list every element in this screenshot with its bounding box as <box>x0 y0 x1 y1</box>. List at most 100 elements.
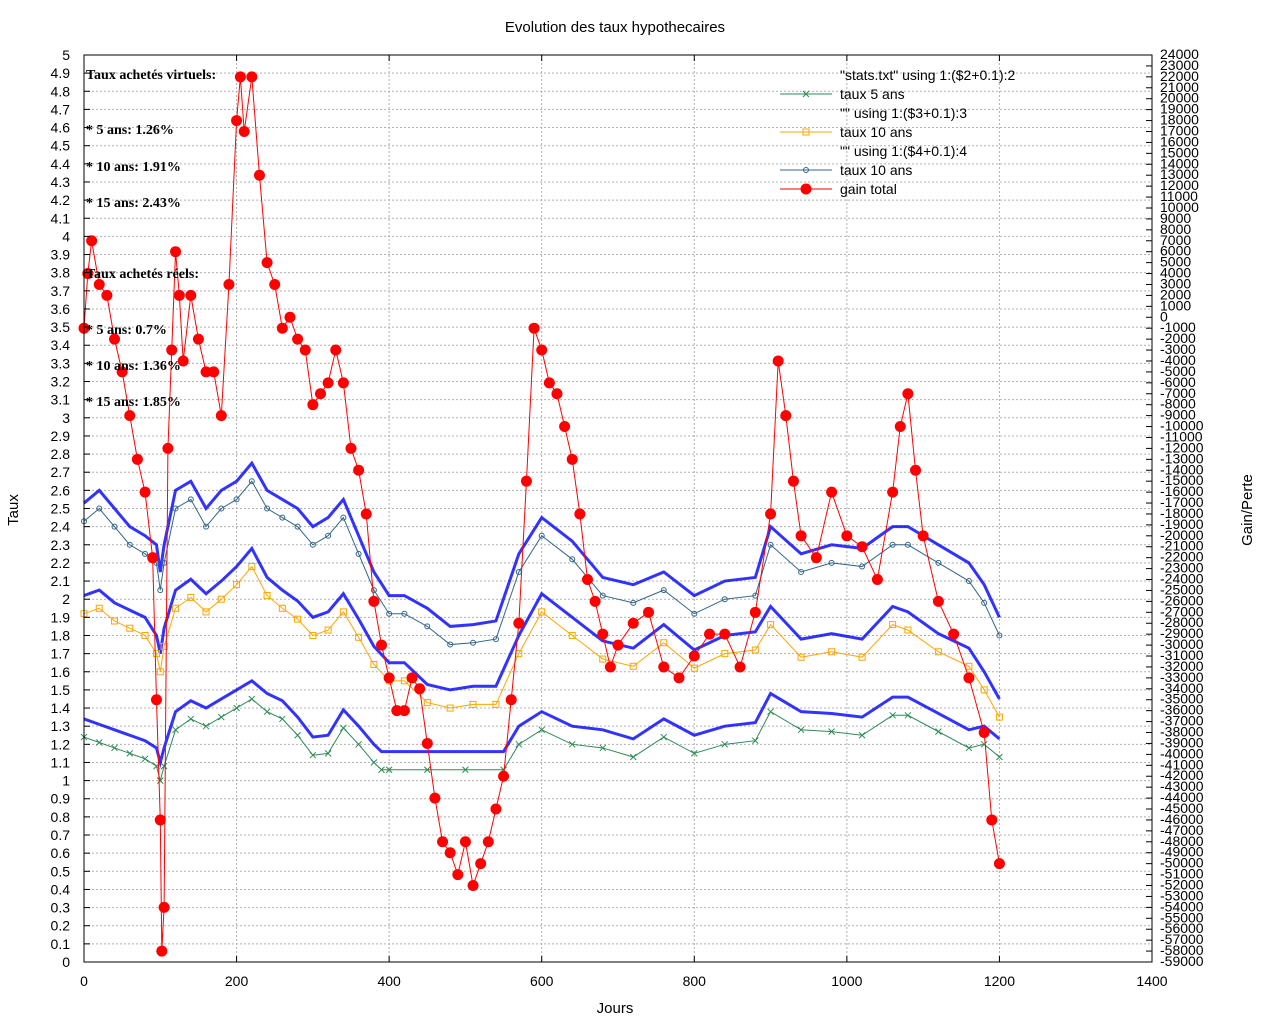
data-point <box>231 115 243 127</box>
data-point <box>660 639 668 647</box>
x-tick-label: 1000 <box>831 973 862 989</box>
y-tick-label: 1.6 <box>51 664 71 680</box>
data-point <box>721 650 729 658</box>
y2-tick-label: 21000 <box>1160 79 1199 95</box>
data-point <box>340 514 347 521</box>
data-point <box>192 333 204 345</box>
y2-tick-label: -39000 <box>1160 734 1204 750</box>
y-tick-label: 4.6 <box>51 120 71 136</box>
data-point <box>798 568 805 575</box>
data-point <box>248 478 255 485</box>
data-point <box>309 541 316 548</box>
y-tick-label: 3.5 <box>51 319 71 335</box>
x-tick-label: 400 <box>377 973 401 989</box>
annotation-2: * 10 ans: 1.91% <box>86 160 181 175</box>
y2-tick-label: -46000 <box>1160 811 1204 827</box>
data-point <box>202 722 210 730</box>
y-tick-label: 2.4 <box>51 519 71 535</box>
data-point <box>160 762 168 770</box>
data-point <box>173 289 185 301</box>
y-tick-label: 2.2 <box>51 555 71 571</box>
data-point <box>767 541 774 548</box>
y-tick-label: 0.9 <box>51 791 71 807</box>
data-point <box>859 563 866 570</box>
y-tick-label: 3.8 <box>51 265 71 281</box>
y2-tick-label: 17000 <box>1160 122 1199 138</box>
y-tick-label: 2.6 <box>51 482 71 498</box>
legend-label-3: taux 10 ans <box>840 124 912 140</box>
data-point <box>157 587 164 594</box>
series-offset-labels <box>83 678 1001 769</box>
data-point <box>294 615 302 623</box>
data-point <box>307 399 319 411</box>
series-line <box>83 76 1000 952</box>
data-point <box>156 777 164 784</box>
data-point <box>688 650 700 662</box>
x-tick-label: 600 <box>530 973 554 989</box>
x-tick-label: 1200 <box>984 973 1015 989</box>
data-point <box>568 740 576 748</box>
data-point <box>828 728 835 735</box>
data-point <box>355 550 362 557</box>
y2-tick-label: -23000 <box>1160 560 1204 576</box>
data-point <box>95 739 103 746</box>
data-point <box>126 624 134 632</box>
data-point <box>498 770 510 782</box>
y2-tick-label: -32000 <box>1160 658 1204 674</box>
data-point <box>223 278 235 290</box>
data-point <box>116 366 128 378</box>
y2-tick-label: -22000 <box>1160 549 1204 565</box>
data-point <box>691 610 698 617</box>
legend-label-2: "" using 1:($3+0.1):3 <box>840 105 967 121</box>
y-tick-label: 3.6 <box>51 301 71 317</box>
series-line <box>83 565 1000 718</box>
y2-tick-label: -29000 <box>1160 625 1204 641</box>
y2-tick-label: 3000 <box>1160 275 1191 291</box>
data-point <box>378 766 385 774</box>
data-point <box>889 621 897 629</box>
data-point <box>339 608 347 616</box>
y2-tick-label: -5000 <box>1160 363 1196 379</box>
data-point <box>627 617 639 629</box>
data-point <box>447 641 454 648</box>
y2-tick-label: -58000 <box>1160 942 1204 958</box>
data-point <box>156 945 168 957</box>
data-point <box>217 595 225 603</box>
data-point <box>111 744 118 752</box>
data-point <box>894 421 906 433</box>
data-point <box>452 869 464 881</box>
y2-tick-label: 0 <box>1160 308 1168 324</box>
data-point <box>660 733 668 741</box>
data-point <box>325 532 332 539</box>
data-point <box>279 514 286 521</box>
data-point <box>599 592 606 599</box>
data-point <box>322 377 334 389</box>
data-point <box>172 505 179 512</box>
data-point <box>965 578 972 585</box>
grid <box>84 55 1152 962</box>
data-point <box>309 751 317 759</box>
y2-tick-label: -13000 <box>1160 450 1204 466</box>
data-point <box>889 541 896 548</box>
offset-line <box>83 545 1001 700</box>
annotation-5: * 5 ans: 0.7% <box>86 323 167 338</box>
data-point <box>264 505 271 512</box>
y2-tick-label: -34000 <box>1160 680 1204 696</box>
x-tick-label: 200 <box>225 973 249 989</box>
x-axis-label: Jours <box>597 1000 634 1017</box>
data-point <box>978 727 990 739</box>
data-point <box>910 464 922 476</box>
data-point <box>234 71 246 83</box>
data-point <box>261 257 273 269</box>
y2-tick-label: 12000 <box>1160 177 1199 193</box>
y-tick-label: 1.7 <box>51 646 71 662</box>
series-2 <box>81 478 1003 648</box>
data-point <box>772 355 784 367</box>
data-point <box>172 604 180 612</box>
data-point <box>187 593 195 601</box>
data-point <box>935 728 942 735</box>
x-tick-label: 1400 <box>1136 973 1167 989</box>
data-point <box>568 631 576 639</box>
y2-axis-label: Gain/Perte <box>1239 474 1256 546</box>
